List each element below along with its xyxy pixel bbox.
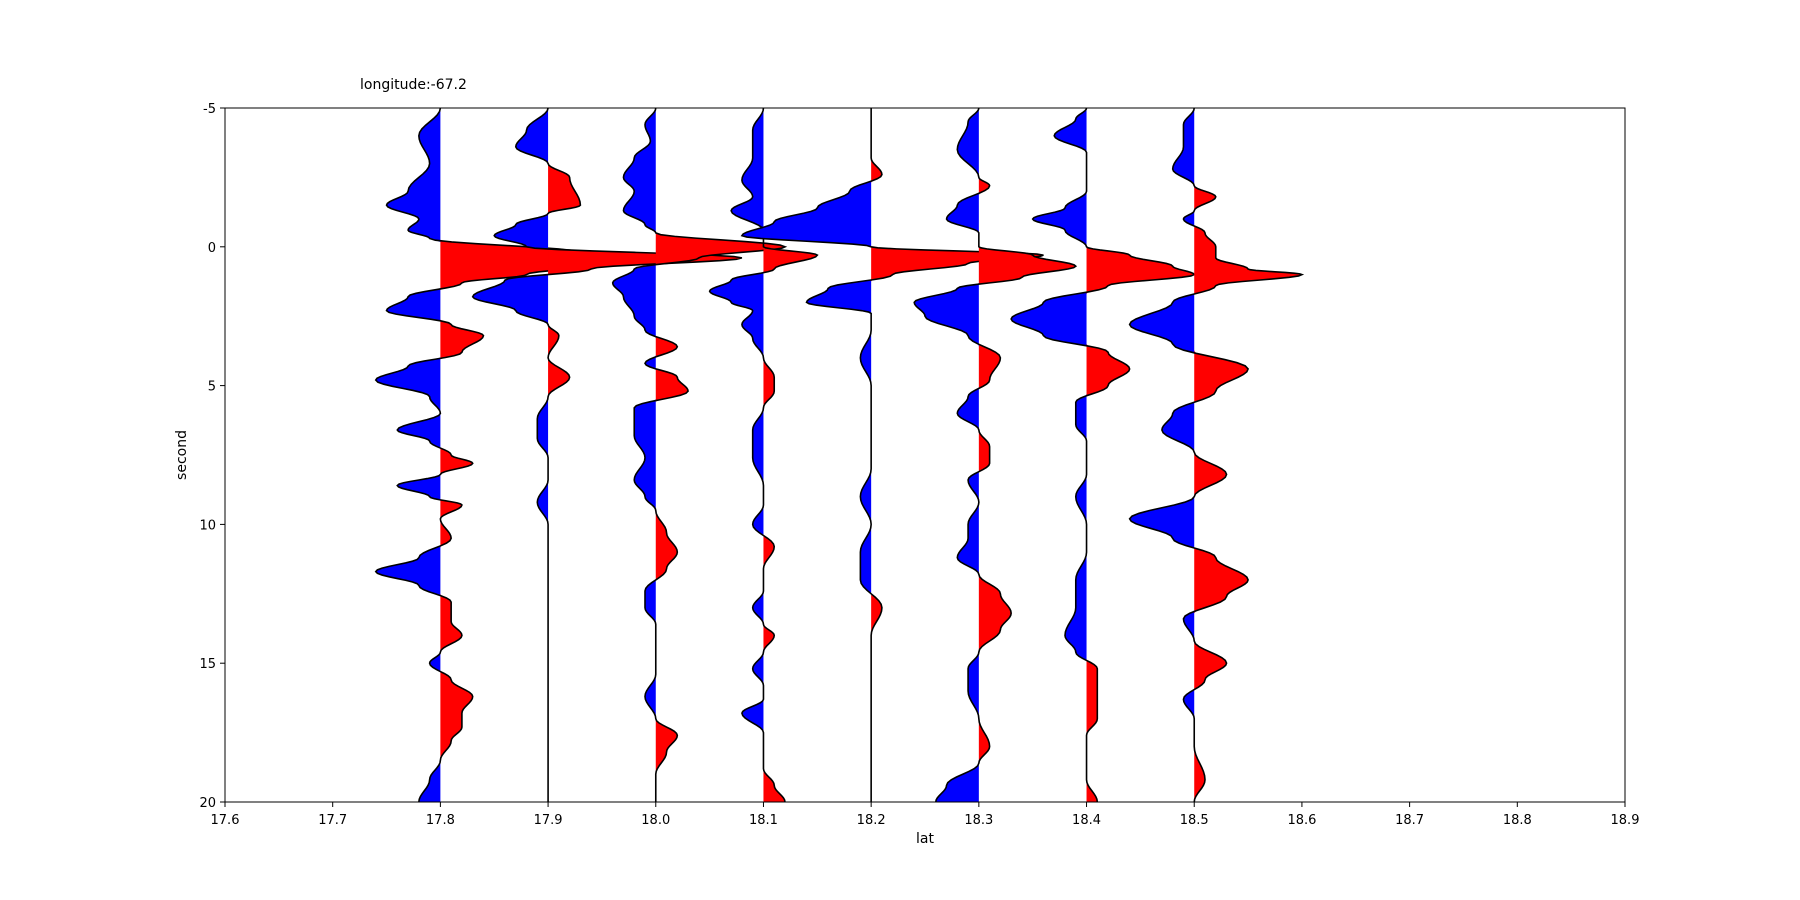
x-tick-label: 18.2 (857, 813, 886, 828)
x-tick-label: 17.8 (426, 813, 455, 828)
plot-frame (224, 107, 1626, 803)
x-tick-label: 18.3 (964, 813, 993, 828)
y-tick-label: 15 (199, 657, 216, 672)
trace-18 (611, 107, 788, 802)
trace-outline (913, 107, 1078, 803)
positive-fill (440, 108, 613, 802)
positive-fill (655, 108, 785, 802)
y-axis: -5 0 5 10 15 20 (199, 102, 225, 811)
trace-group (374, 107, 1305, 803)
y-axis-label: second (174, 430, 190, 480)
negative-fill (709, 108, 764, 802)
x-tick-label: 17.7 (318, 813, 347, 828)
x-tick-label: 17.9 (534, 813, 563, 828)
trace-18.4 (1010, 107, 1196, 803)
trace-outline (708, 107, 819, 803)
positive-fill (1194, 108, 1302, 802)
negative-fill (1011, 108, 1087, 802)
x-tick-label: 18.5 (1180, 813, 1209, 828)
positive-fill (548, 108, 742, 802)
trace-outline (1128, 107, 1305, 803)
negative-fill (1129, 108, 1195, 802)
negative-fill (612, 108, 656, 802)
y-tick-label: -5 (203, 102, 216, 117)
negative-fill (375, 108, 441, 802)
chart-title: longitude:-67.2 (360, 77, 467, 93)
trace-18.5 (1128, 107, 1305, 803)
trace-outline (471, 107, 743, 802)
x-tick-label: 18.9 (1611, 813, 1640, 828)
x-tick-label: 17.6 (211, 813, 240, 828)
y-tick-label: 20 (199, 796, 216, 811)
trace-17.8 (374, 107, 615, 803)
negative-fill (472, 108, 549, 802)
y-tick-label: 10 (199, 518, 216, 533)
trace-17.9 (471, 107, 743, 802)
x-axis: 17.6 17.7 17.8 17.9 18.0 18.1 18.2 18.3 18.4 18.5… (211, 802, 1640, 828)
x-tick-label: 18.1 (749, 813, 778, 828)
trace-outline (740, 108, 1044, 802)
trace-outline (1010, 107, 1196, 803)
y-tick-label: 0 (208, 241, 216, 256)
x-axis-label: lat (916, 831, 934, 847)
trace-18.1 (708, 107, 819, 803)
positive-fill (1086, 108, 1195, 802)
trace-18.2 (740, 108, 1044, 802)
trace-outline (611, 107, 788, 802)
x-tick-label: 18.0 (641, 813, 670, 828)
x-tick-label: 18.6 (1287, 813, 1316, 828)
x-tick-label: 18.4 (1072, 813, 1101, 828)
trace-18.3 (913, 107, 1078, 803)
y-tick-label: 5 (208, 380, 216, 395)
x-tick-label: 18.8 (1503, 813, 1532, 828)
x-tick-label: 18.7 (1395, 813, 1424, 828)
